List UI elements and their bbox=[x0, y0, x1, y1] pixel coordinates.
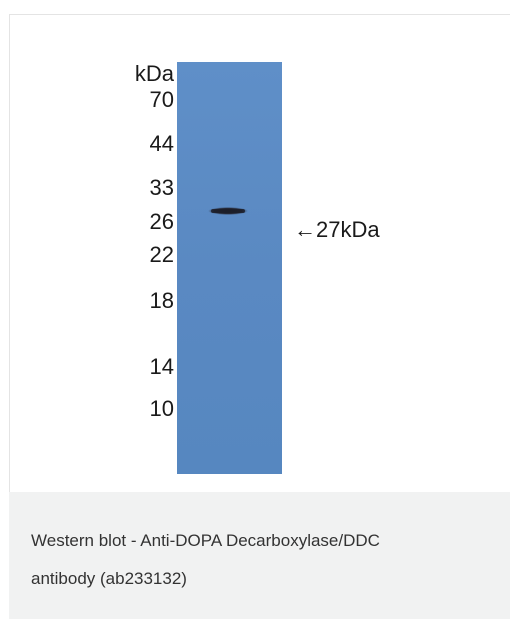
marker-label-10: 10 bbox=[149, 396, 174, 421]
band-size-annotation: ←27kDa bbox=[294, 217, 380, 242]
marker-label-33: 33 bbox=[149, 175, 174, 200]
caption-line-2: antibody (ab233132) bbox=[31, 569, 187, 588]
marker-label-26: 26 bbox=[149, 209, 174, 234]
western-blot-figure: kDa 70 44 33 26 22 18 14 10 ←27kDa bbox=[9, 14, 510, 492]
marker-label-18: 18 bbox=[149, 288, 174, 313]
western-blot-image bbox=[177, 62, 282, 474]
caption-line-1: Western blot - Anti-DOPA Decarboxylase/D… bbox=[31, 531, 380, 550]
marker-label-22: 22 bbox=[149, 242, 174, 267]
marker-label-44: 44 bbox=[149, 131, 174, 156]
kda-unit-label: kDa bbox=[134, 61, 174, 86]
membrane-lane bbox=[177, 62, 282, 474]
marker-label-14: 14 bbox=[149, 354, 174, 379]
marker-label-70: 70 bbox=[149, 87, 174, 112]
figure-caption: Western blot - Anti-DOPA Decarboxylase/D… bbox=[9, 492, 510, 619]
